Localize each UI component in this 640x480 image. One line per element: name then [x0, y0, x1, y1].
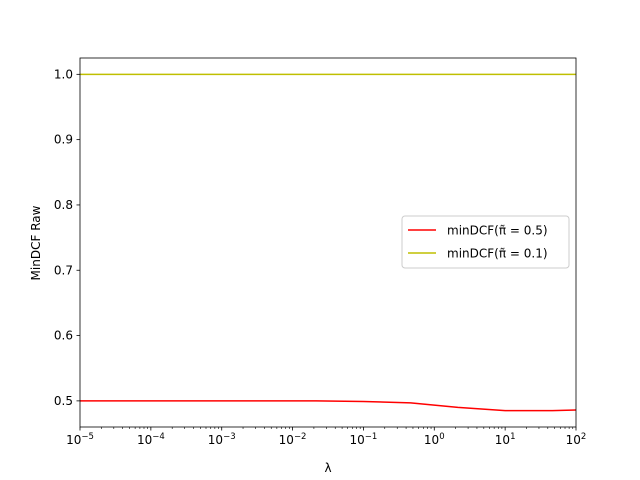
y-axis: 0.5 0.6 0.7 0.8 0.9 1.0	[54, 67, 80, 408]
series-layer	[80, 73, 577, 412]
y-tick-label: 0.6	[54, 329, 73, 343]
x-tick-label: 101	[495, 432, 516, 447]
x-tick-label: 10−2	[279, 432, 307, 447]
legend-frame	[401, 215, 570, 269]
plot-frame	[79, 57, 577, 428]
y-tick-label: 0.7	[54, 263, 73, 277]
y-tick-label: 1.0	[54, 67, 73, 81]
legend: minDCF(π̃ = 0.5) minDCF(π̃ = 0.1)	[401, 215, 570, 269]
y-axis-label: MinDCF Raw	[29, 205, 43, 280]
x-tick-label: 10−5	[66, 432, 94, 447]
x-tick-label: 100	[424, 432, 445, 447]
y-tick-label: 0.9	[54, 133, 73, 147]
y-tick-label: 0.8	[54, 198, 73, 212]
x-tick-label: 10−3	[208, 432, 236, 447]
legend-entry-0: minDCF(π̃ = 0.5)	[447, 224, 548, 238]
x-axis: 10−5 10−4 10−3 10−2 10−1 100 101 102	[66, 427, 586, 447]
y-tick-label: 0.5	[54, 394, 73, 408]
x-tick-label: 10−1	[350, 432, 378, 447]
x-tick-label: 10−4	[137, 432, 165, 447]
series-line-0	[80, 400, 577, 412]
x-axis-label: λ	[324, 461, 331, 475]
legend-entry-1: minDCF(π̃ = 0.1)	[447, 247, 548, 261]
x-tick-label: 102	[566, 432, 587, 447]
